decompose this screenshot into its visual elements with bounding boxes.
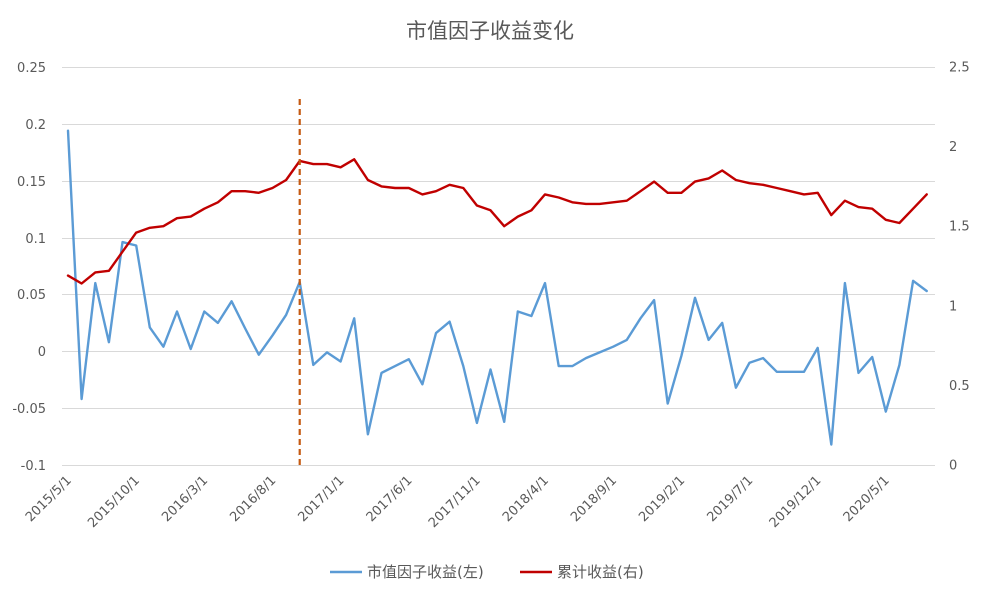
legend-label-cumulative-return: 累计收益(右) bbox=[557, 563, 644, 581]
legend: 市值因子收益(左) 累计收益(右) bbox=[330, 563, 644, 581]
y-left-tick-label: 0 bbox=[38, 345, 46, 360]
y-right-tick-label: 1 bbox=[949, 299, 957, 314]
y-right-tick-label: 2 bbox=[949, 140, 957, 155]
series-lines bbox=[66, 129, 928, 446]
y-left-tick-label: -0.1 bbox=[21, 459, 46, 474]
legend-label-factor-return: 市值因子收益(左) bbox=[367, 563, 484, 581]
legend-item-factor-return[interactable]: 市值因子收益(左) bbox=[330, 563, 484, 581]
factor-return-line bbox=[66, 129, 928, 446]
y-right-tick-label: 1.5 bbox=[949, 220, 970, 235]
y-left-tick-label: 0.1 bbox=[25, 232, 46, 247]
chart-title: 市值因子收益变化 bbox=[406, 19, 574, 43]
y-left-tick-label: 0.05 bbox=[17, 288, 46, 303]
y-axis-left: 0.25 0.2 0.15 0.1 0.05 0 -0.05 -0.1 bbox=[12, 61, 46, 474]
y-right-tick-label: 2.5 bbox=[949, 61, 970, 76]
y-right-tick-label: 0 bbox=[949, 459, 957, 474]
y-left-tick-label: 0.15 bbox=[17, 175, 46, 190]
y-left-tick-label: 0.2 bbox=[25, 118, 46, 133]
gridlines bbox=[62, 67, 935, 466]
y-axis-right: 2.5 2 1.5 1 0.5 0 bbox=[949, 61, 970, 474]
y-left-tick-label: -0.05 bbox=[12, 402, 46, 417]
y-left-tick-label: 0.25 bbox=[17, 61, 46, 76]
cumulative-return-line bbox=[66, 158, 928, 285]
y-right-tick-label: 0.5 bbox=[949, 379, 970, 394]
legend-item-cumulative-return[interactable]: 累计收益(右) bbox=[520, 563, 644, 581]
